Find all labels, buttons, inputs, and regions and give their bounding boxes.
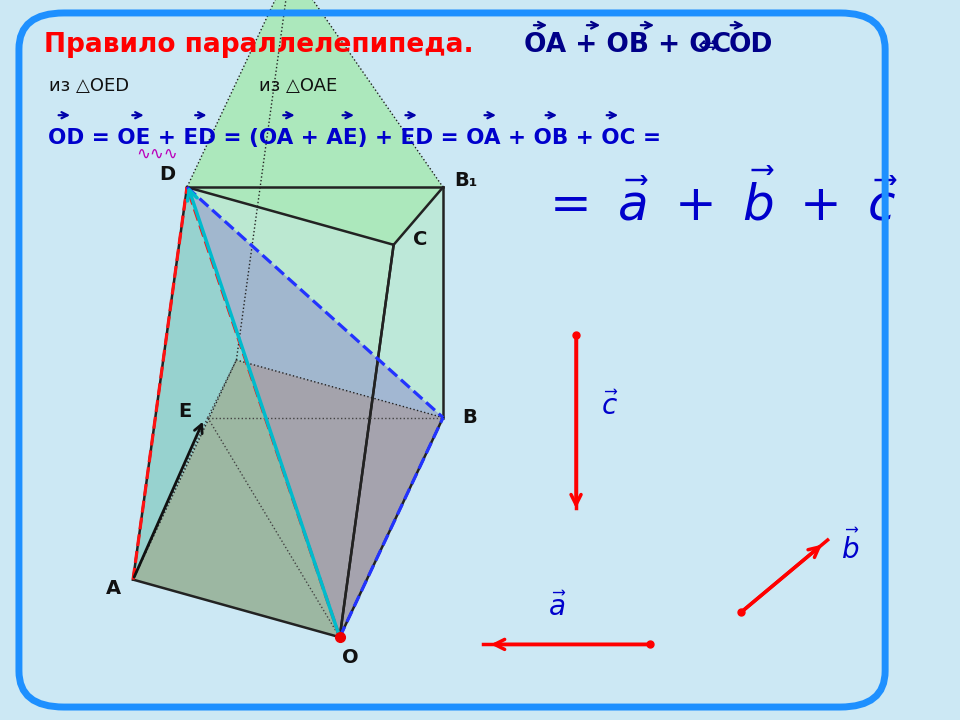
Text: Правило параллелепипеда.: Правило параллелепипеда. xyxy=(44,32,473,58)
Text: OD = OE + ED = (OA + AE) + ED = OA + OB + OC =: OD = OE + ED = (OA + AE) + ED = OA + OB … xyxy=(48,128,660,148)
Text: $\vec{a}$: $\vec{a}$ xyxy=(548,593,567,621)
Polygon shape xyxy=(133,187,340,637)
Text: E: E xyxy=(179,402,192,421)
Text: D: D xyxy=(159,165,176,184)
Text: A: A xyxy=(106,579,121,598)
Text: $\vec{b}$: $\vec{b}$ xyxy=(841,530,860,564)
Polygon shape xyxy=(340,187,444,637)
Text: OA + OB + OC: OA + OB + OC xyxy=(524,32,732,58)
Text: $=\ \vec{a}\ +\ \vec{b}\ +\ \vec{c}$: $=\ \vec{a}\ +\ \vec{b}\ +\ \vec{c}$ xyxy=(540,173,898,230)
Polygon shape xyxy=(187,0,444,245)
Text: C: C xyxy=(414,230,428,248)
Text: $\Leftrightarrow$: $\Leftrightarrow$ xyxy=(693,32,719,57)
Text: O: O xyxy=(342,648,359,667)
Text: из △OED: из △OED xyxy=(50,78,130,96)
Text: из △OAE: из △OAE xyxy=(259,78,337,96)
Text: OD: OD xyxy=(729,32,773,58)
Text: B: B xyxy=(463,408,477,427)
Polygon shape xyxy=(187,187,444,637)
Polygon shape xyxy=(133,187,394,637)
Text: ∿∿∿: ∿∿∿ xyxy=(136,144,179,163)
Text: $\vec{c}$: $\vec{c}$ xyxy=(601,392,619,421)
Text: B₁: B₁ xyxy=(454,171,477,189)
Polygon shape xyxy=(133,360,444,637)
